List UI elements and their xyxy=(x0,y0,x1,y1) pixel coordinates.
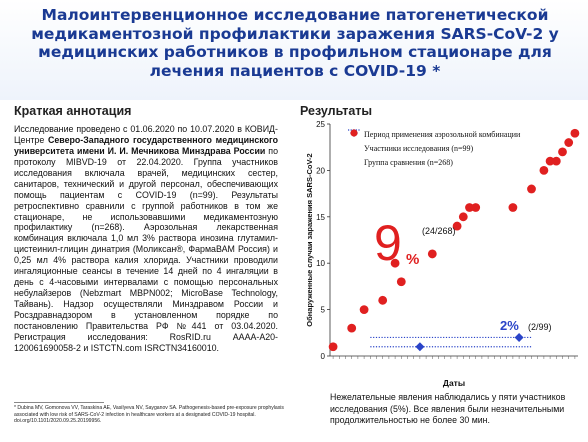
legend-item-period: Период применения аэрозольной комбинации xyxy=(348,128,520,142)
annotation-percent: % xyxy=(406,251,419,268)
y-tick-label: 20 xyxy=(316,166,325,175)
comparison-point xyxy=(347,323,357,333)
comparison-point xyxy=(545,156,555,166)
comparison-point xyxy=(452,221,462,231)
title-asterisk: * xyxy=(432,61,441,80)
comparison-point xyxy=(427,249,437,259)
comparison-point xyxy=(471,203,481,212)
abstract-text: Исследование проведено с 01.06.2020 по 1… xyxy=(14,124,278,354)
footnote: * Dubina MV, Gomonova VV, Taraskina AE, … xyxy=(14,405,284,425)
comparison-point xyxy=(558,147,567,157)
comparison-point xyxy=(539,166,549,175)
comparison-point xyxy=(396,277,406,287)
comparison-point xyxy=(564,138,574,147)
legend-item-comparison: Группа сравнения (n=268) xyxy=(348,129,520,170)
comparison-point xyxy=(390,258,400,268)
comparison-point xyxy=(328,342,338,352)
annotation-2-99: (2/99) xyxy=(528,322,552,332)
abstract-part-1: Исследование проведено с 01.06.2020 по 1… xyxy=(14,124,278,145)
participant-point xyxy=(415,342,425,352)
y-tick-label: 0 xyxy=(321,352,326,361)
participant-point xyxy=(514,332,524,342)
results-heading: Результаты xyxy=(300,104,373,118)
y-tick-label: 10 xyxy=(316,259,325,268)
footnote-divider xyxy=(14,402,104,403)
title-band xyxy=(0,0,588,100)
legend-label-period: Период применения аэрозольной комбинации xyxy=(364,130,521,139)
comparison-point xyxy=(570,128,580,138)
comparison-point xyxy=(378,295,388,305)
annotation-24-268: (24/268) xyxy=(422,226,456,236)
y-tick-label: 15 xyxy=(316,213,325,222)
chart-legend: Период применения аэрозольной комбинации… xyxy=(348,128,520,170)
comparison-point xyxy=(359,305,369,314)
abstract-part-2: по протоколу MIBVD-19 от 22.04.2020. Гру… xyxy=(14,145,278,353)
legend-label-participants: Участники исследования (n=99) xyxy=(364,144,474,153)
comparison-point xyxy=(508,203,518,212)
abstract-heading: Краткая аннотация xyxy=(14,104,132,118)
y-tick-label: 25 xyxy=(316,120,325,129)
title-text: Малоинтервенционное исследование патоген… xyxy=(31,6,559,80)
legend-label-comparison: Группа сравнения (n=268) xyxy=(364,158,453,167)
results-chart: 0 5 10 15 20 25 Даты Обнаруженные случаи зараже… xyxy=(300,118,584,392)
comparison-point xyxy=(551,156,561,166)
comparison-point xyxy=(527,184,536,194)
annotation-9: 9 xyxy=(374,215,402,271)
abstract-org: Северо-Западного государственного медици… xyxy=(14,134,278,156)
comparison-point xyxy=(458,212,468,222)
x-axis-title: Даты xyxy=(443,378,465,388)
y-axis-title: Обнаруженные случаи заражения SARS-CoV-2 xyxy=(305,153,314,326)
annotation-2-percent: 2% xyxy=(500,318,519,333)
comparison-point xyxy=(465,203,474,212)
results-note: Нежелательные явления наблюдались у пяти… xyxy=(330,392,566,425)
legend-item-participants: Участники исследования (n=99) xyxy=(348,129,520,156)
chart-svg: 0 5 10 15 20 25 Даты Обнаруженные случаи зараже… xyxy=(305,120,580,388)
page-title: Малоинтервенционное исследование патоген… xyxy=(14,6,576,80)
y-tick-label: 5 xyxy=(321,306,326,315)
